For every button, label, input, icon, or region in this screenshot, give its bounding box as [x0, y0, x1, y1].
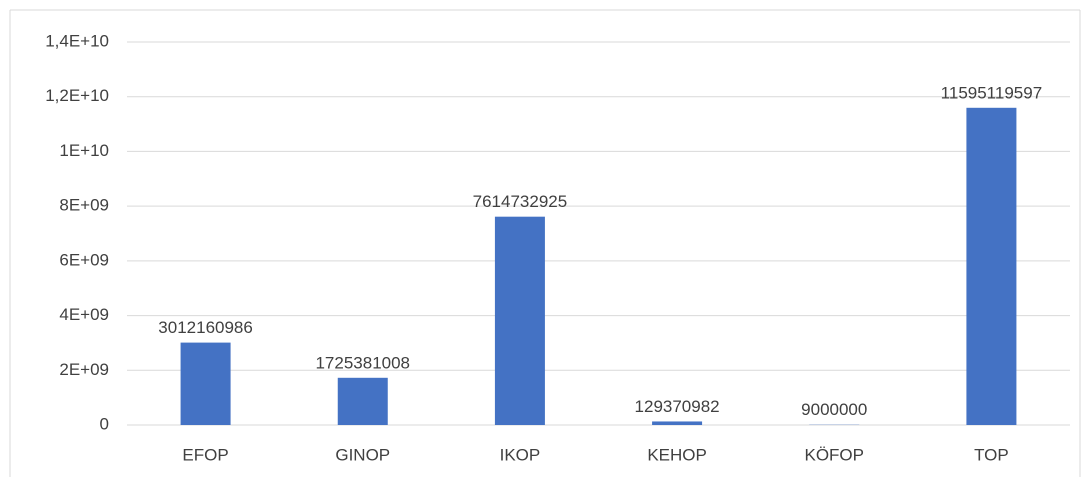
- data-label: 11595119597: [941, 83, 1042, 102]
- y-tick-label: 8E+09: [59, 196, 109, 215]
- y-tick-label: 6E+09: [59, 250, 109, 269]
- bar: [494, 216, 545, 425]
- data-label: 7614732925: [473, 192, 568, 211]
- bar: [180, 342, 231, 425]
- data-label: 3012160986: [158, 318, 253, 337]
- y-tick-label: 1E+10: [59, 141, 109, 160]
- x-tick-label: IKOP: [500, 445, 541, 464]
- data-label: 1725381008: [315, 353, 410, 372]
- x-tick-label: EFOP: [182, 445, 228, 464]
- y-tick-label: 1,4E+10: [45, 31, 109, 50]
- bar: [337, 377, 388, 425]
- x-tick-label: GINOP: [335, 445, 390, 464]
- y-tick-label: 0: [100, 414, 109, 433]
- bar: [966, 107, 1017, 426]
- bar: [652, 421, 703, 425]
- x-tick-label: KEHOP: [647, 445, 707, 464]
- x-tick-label: KÖFOP: [804, 445, 864, 464]
- y-tick-label: 4E+09: [59, 305, 109, 324]
- y-tick-label: 1,2E+10: [45, 86, 109, 105]
- y-tick-label: 2E+09: [59, 360, 109, 379]
- data-label: 129370982: [635, 397, 720, 416]
- x-tick-label: TOP: [974, 445, 1009, 464]
- data-label: 9000000: [801, 400, 867, 419]
